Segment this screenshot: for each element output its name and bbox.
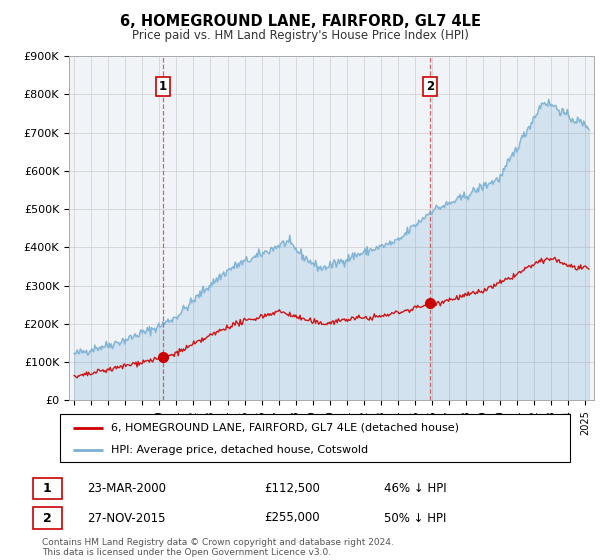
Text: 6, HOMEGROUND LANE, FAIRFORD, GL7 4LE (detached house): 6, HOMEGROUND LANE, FAIRFORD, GL7 4LE (d…	[111, 423, 459, 433]
Text: £255,000: £255,000	[264, 511, 320, 525]
Text: 2: 2	[427, 80, 434, 93]
Text: 1: 1	[159, 80, 167, 93]
Text: HPI: Average price, detached house, Cotswold: HPI: Average price, detached house, Cots…	[111, 445, 368, 455]
Text: 50% ↓ HPI: 50% ↓ HPI	[384, 511, 446, 525]
Text: 1: 1	[43, 482, 52, 495]
Text: 46% ↓ HPI: 46% ↓ HPI	[384, 482, 446, 495]
Text: £112,500: £112,500	[264, 482, 320, 495]
Text: 2: 2	[43, 511, 52, 525]
Text: Price paid vs. HM Land Registry's House Price Index (HPI): Price paid vs. HM Land Registry's House …	[131, 29, 469, 42]
Text: Contains HM Land Registry data © Crown copyright and database right 2024.
This d: Contains HM Land Registry data © Crown c…	[42, 538, 394, 557]
Text: 23-MAR-2000: 23-MAR-2000	[87, 482, 166, 495]
Text: 6, HOMEGROUND LANE, FAIRFORD, GL7 4LE: 6, HOMEGROUND LANE, FAIRFORD, GL7 4LE	[119, 14, 481, 29]
Text: 27-NOV-2015: 27-NOV-2015	[87, 511, 166, 525]
